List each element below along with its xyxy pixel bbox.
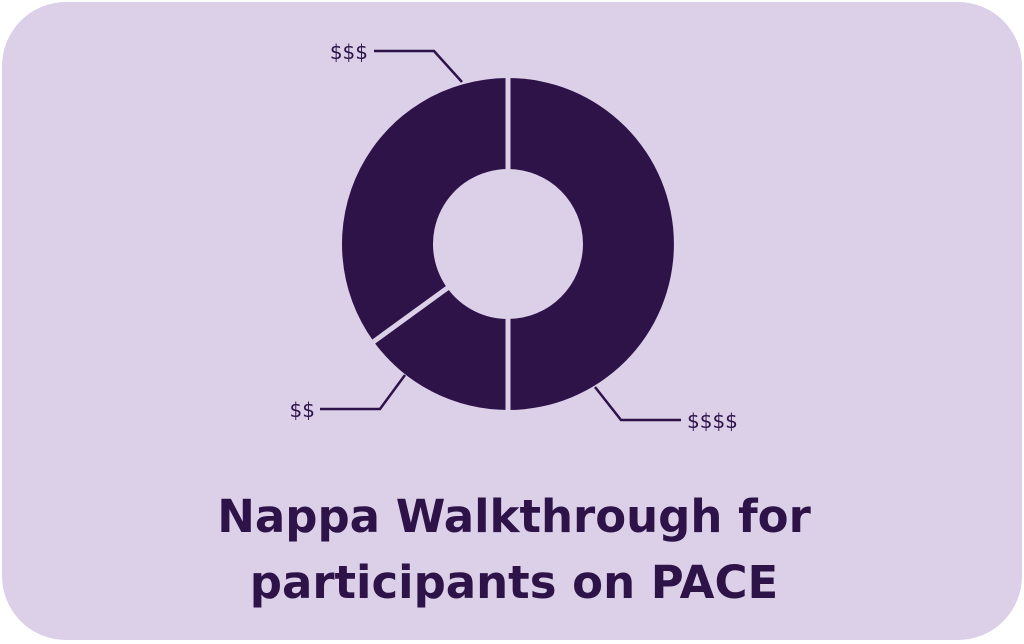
title-line-2: participants on PACE — [249, 556, 779, 609]
leader-line — [594, 386, 681, 422]
slice-0 — [508, 78, 674, 410]
slice-2 — [342, 78, 508, 342]
leader-line — [320, 374, 407, 411]
slice-label: $$$ — [330, 40, 368, 64]
leader-line — [374, 49, 463, 83]
slice-label: $$ — [290, 398, 315, 422]
chart-title: Nappa Walkthrough for participants on PA… — [2, 484, 1024, 616]
slice-label: $$$$ — [687, 409, 738, 433]
slice-separator — [370, 284, 451, 345]
title-line-1: Nappa Walkthrough for — [217, 490, 811, 543]
